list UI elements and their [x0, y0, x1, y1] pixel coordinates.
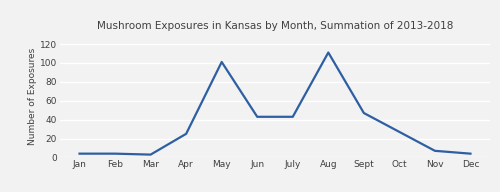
Title: Mushroom Exposures in Kansas by Month, Summation of 2013-2018: Mushroom Exposures in Kansas by Month, S…: [97, 21, 453, 31]
Y-axis label: Number of Exposures: Number of Exposures: [28, 47, 37, 145]
